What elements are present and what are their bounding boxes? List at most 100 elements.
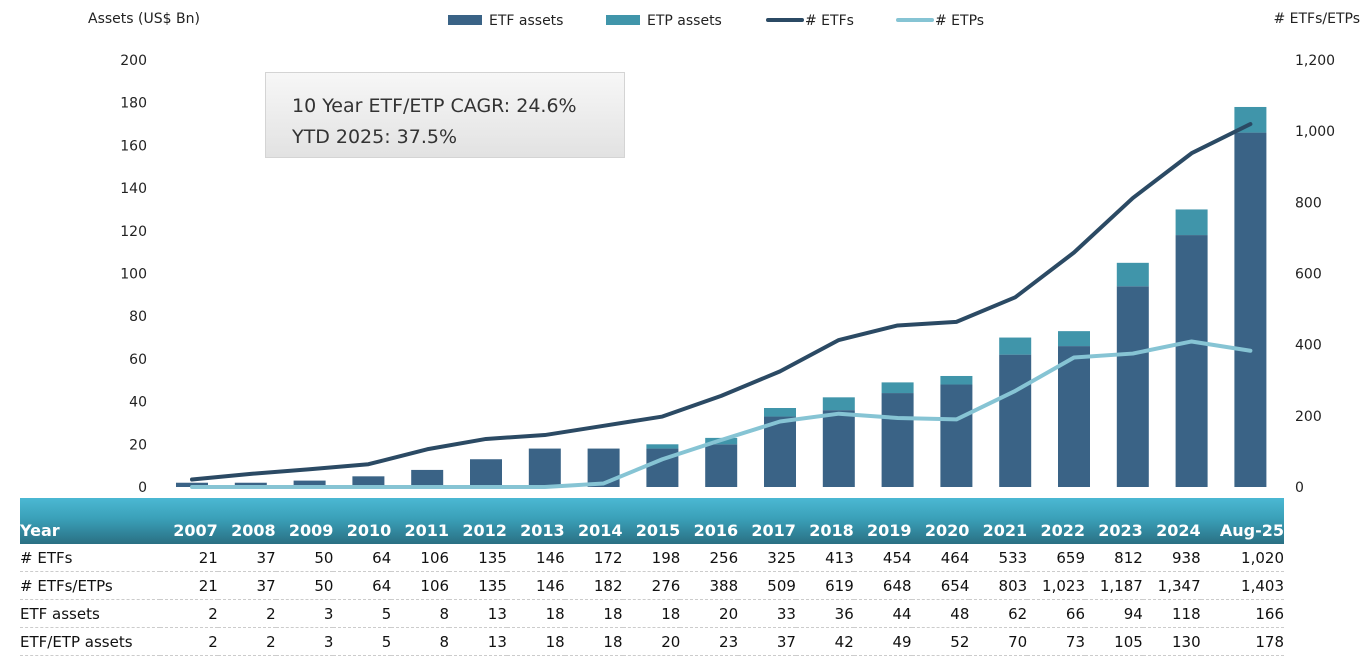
table-cell: 2024 (1142, 498, 1201, 544)
y-tick-label: 20 (129, 437, 147, 453)
y-tick-label: 160 (120, 138, 147, 154)
bar-etp-assets (881, 382, 914, 394)
legend-swatch-1 (606, 15, 640, 25)
table-cell: 70 (969, 627, 1028, 656)
bar-etf-assets (176, 482, 208, 487)
y-tick-label: 120 (120, 224, 147, 240)
table-cell: 2016 (680, 498, 739, 544)
bar-etf-assets (1058, 346, 1090, 487)
y-axis-title: Assets (US$ Bn) (88, 11, 200, 27)
table-cell: 938 (1142, 544, 1201, 572)
bar-etp-assets (1116, 262, 1149, 287)
table-cell: 198 (622, 544, 681, 572)
legend-label: # ETFs (805, 13, 854, 29)
table-cell: 135 (449, 544, 507, 572)
bar-etf-assets (234, 482, 267, 487)
table-cell: 8 (391, 627, 450, 656)
table-cell: 2008 (217, 498, 276, 544)
bar-etf-assets (1234, 132, 1267, 487)
table-cell: 2022 (1027, 498, 1085, 544)
table-cell: 2 (217, 627, 276, 656)
bar-etf-assets (411, 469, 444, 487)
bar-etp-assets (1175, 209, 1208, 236)
table-cell: 146 (506, 571, 565, 600)
y2-tick-label: 1,000 (1295, 124, 1335, 140)
table-cell: 18 (564, 599, 623, 628)
row-label: ETF assets (20, 599, 160, 628)
bar-etf-assets (470, 459, 502, 487)
line-etps (190, 339, 1253, 489)
table-cell: 50 (275, 544, 334, 572)
table-cell: 73 (1027, 627, 1085, 656)
bar-etp-assets (999, 337, 1032, 355)
table-cell: 648 (853, 571, 912, 600)
table-cell: 2011 (391, 498, 450, 544)
table-cell: 13 (449, 599, 507, 628)
table-row: ETF/ETP assets 2 2 3 5 8 13 18 18 20 23 37 42 49 52 70 7… (20, 627, 1284, 656)
table-cell: 18 (506, 627, 565, 656)
table-cell: 2023 (1085, 498, 1143, 544)
y-tick-label: 80 (129, 309, 147, 325)
table-cell: 182 (564, 571, 623, 600)
y2-tick-label: 800 (1295, 195, 1322, 211)
legend-label: ETP assets (647, 13, 722, 29)
table-cell: 2012 (449, 498, 507, 544)
table-cell: 66 (1027, 599, 1085, 628)
row-label: # ETFs/ETPs (20, 571, 160, 600)
table-cell: 18 (506, 599, 565, 628)
bar-etf-assets (822, 410, 855, 487)
table-cell: 1,187 (1085, 571, 1143, 600)
table-cell: 1,023 (1027, 571, 1085, 600)
table-row: # ETFs/ETPs 21 37 50 64 106 135 146 182 276 388 509… (20, 571, 1284, 600)
table-cell: 3 (275, 599, 334, 628)
bar-etf-assets (764, 416, 796, 487)
bar-etf-assets (352, 476, 385, 487)
bar-etf-assets (881, 393, 914, 487)
table-cell: 18 (622, 599, 681, 628)
legend-swatch-0 (448, 15, 482, 25)
table-cell: 106 (391, 544, 450, 572)
y-tick-label: 40 (129, 395, 147, 411)
line-etfs (190, 122, 1253, 482)
table-cell: 276 (622, 571, 681, 600)
table-cell: 37 (738, 627, 796, 656)
bar-etf-assets (293, 480, 326, 487)
table-cell: 2013 (506, 498, 565, 544)
table-cell: 33 (738, 599, 796, 628)
bar-etf-assets (528, 448, 561, 487)
table-cell: 2017 (738, 498, 796, 544)
y-tick-label: 180 (120, 96, 147, 112)
y-tick-label: 200 (120, 53, 147, 69)
table-cell: 23 (680, 627, 739, 656)
bar-etf-assets (1175, 235, 1208, 487)
table-cell: 44 (853, 599, 912, 628)
table-cell: 135 (449, 571, 507, 600)
y2-tick-label: 0 (1295, 480, 1304, 495)
table-cell: 2020 (911, 498, 970, 544)
table-cell: 20 (680, 599, 739, 628)
table-cell: 256 (680, 544, 739, 572)
table-cell: 2018 (795, 498, 854, 544)
table-row: ETF assets 2 2 3 5 8 13 18 18 18 20 33 36 44 48 62 66 94 1… (20, 599, 1284, 628)
y-tick-label: 140 (120, 181, 147, 197)
table-cell: 5 (333, 599, 392, 628)
table-cell: 21 (160, 571, 218, 600)
table-cell: 2019 (853, 498, 912, 544)
table-cell: 20 (622, 627, 681, 656)
legend-label: # ETPs (935, 13, 984, 29)
table-cell: 172 (564, 544, 623, 572)
table-cell: 13 (449, 627, 507, 656)
table-cell: 812 (1085, 544, 1143, 572)
table-cell: 48 (911, 599, 970, 628)
y2-tick-label: 400 (1295, 338, 1322, 354)
table-cell: 18 (564, 627, 623, 656)
table-cell: 94 (1085, 599, 1143, 628)
row-label: ETF/ETP assets (20, 627, 160, 656)
table-cell: 105 (1085, 627, 1143, 656)
table-cell: 146 (506, 544, 565, 572)
table-cell: 50 (275, 571, 334, 600)
table-cell: Aug-25 (1200, 498, 1284, 544)
table-cell: 36 (795, 599, 854, 628)
table-cell: 533 (969, 544, 1028, 572)
table-cell: 2010 (333, 498, 392, 544)
